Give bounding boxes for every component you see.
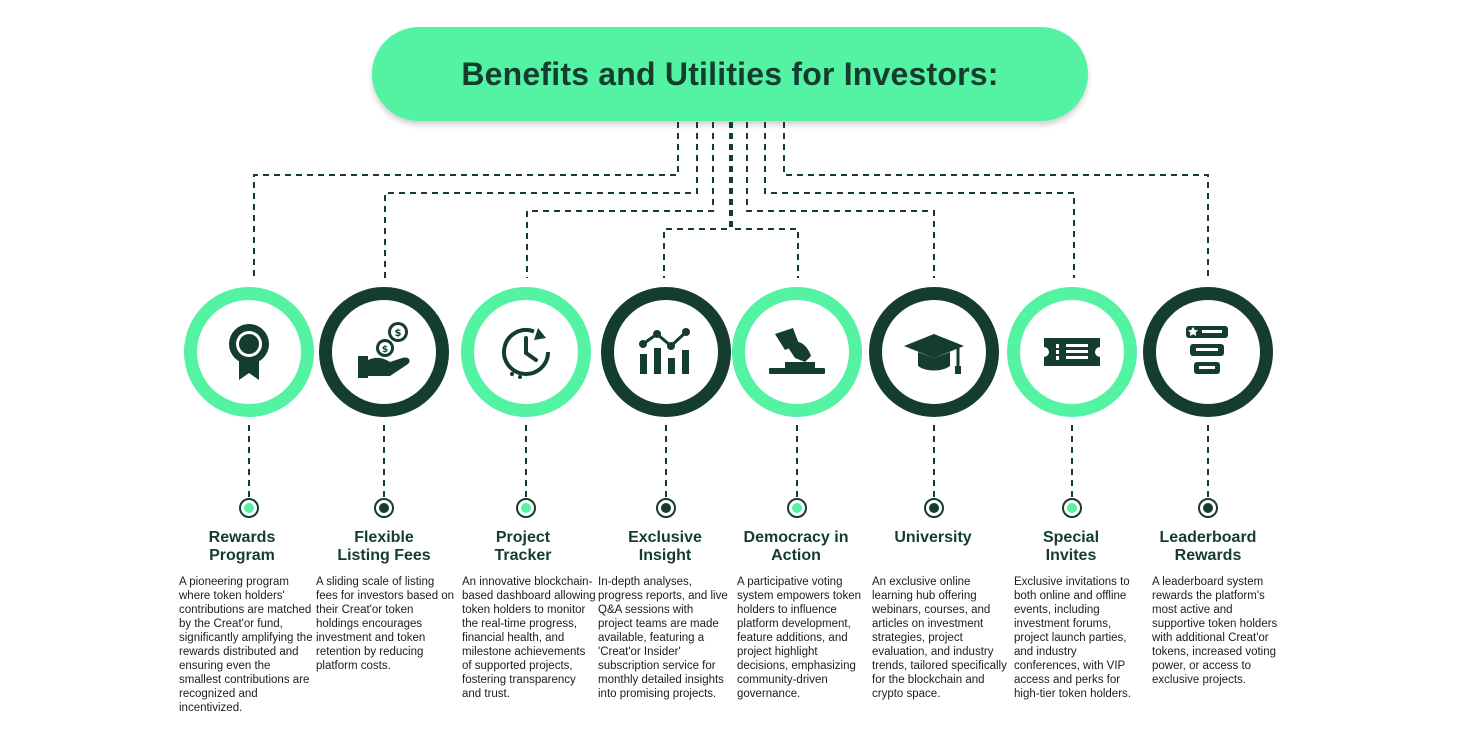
title-exclusive-insight: Exclusive Insight xyxy=(590,529,740,565)
connector-project-tracker xyxy=(526,122,714,278)
description-special-invites: Exclusive invitations to both online and… xyxy=(1014,576,1131,700)
dot-flexible-listing-fees xyxy=(374,498,394,518)
title-line: University xyxy=(894,529,972,546)
ring-democracy-in-action xyxy=(732,287,862,417)
ring-flexible-listing-fees: $ $ xyxy=(319,287,449,417)
title-line: Action xyxy=(771,547,821,564)
connector-university xyxy=(746,122,935,278)
title-university: University xyxy=(858,529,1008,547)
title-rewards-program: Rewards Program xyxy=(167,529,317,565)
ballot-vote-icon xyxy=(769,328,825,374)
dot-leaderboard-rewards xyxy=(1198,498,1218,518)
hand-coins-icon: $ $ xyxy=(358,322,410,378)
dot-special-invites xyxy=(1062,498,1082,518)
title-line: Project xyxy=(495,529,551,546)
dot-democracy-in-action xyxy=(787,498,807,518)
connector-rewards-program xyxy=(253,122,679,278)
dot-university xyxy=(924,498,944,518)
banner: Benefits and Utilities for Investors: xyxy=(372,27,1088,121)
title-line: Tracker xyxy=(494,547,552,564)
title-democracy-in-action: Democracy in Action xyxy=(721,529,871,565)
title-line: Leaderboard xyxy=(1159,529,1257,546)
ring-project-tracker xyxy=(461,287,591,417)
clock-history-icon xyxy=(502,328,550,379)
dot-rewards-program xyxy=(239,498,259,518)
ring-special-invites xyxy=(1007,287,1137,417)
ring-exclusive-insight xyxy=(601,287,731,417)
description-university: An exclusive online learning hub offerin… xyxy=(872,576,1007,700)
title-flexible-listing-fees: Flexible Listing Fees xyxy=(309,529,459,565)
connector-special-invites xyxy=(764,122,1075,278)
banner-title: Benefits and Utilities for Investors: xyxy=(461,55,999,92)
title-project-tracker: Project Tracker xyxy=(448,529,598,565)
dot-project-tracker xyxy=(516,498,536,518)
title-line: Special xyxy=(1042,529,1100,546)
title-line: Program xyxy=(209,547,275,564)
connector-flexible-listing-fees xyxy=(384,122,698,278)
dot-exclusive-insight xyxy=(656,498,676,518)
analytics-chart-icon xyxy=(639,328,690,374)
svg-text:$: $ xyxy=(395,328,402,339)
award-ribbon-icon xyxy=(229,324,269,380)
description-leaderboard-rewards: A leaderboard system rewards the platfor… xyxy=(1152,576,1278,686)
ring-leaderboard-rewards xyxy=(1143,287,1273,417)
leaderboard-icon xyxy=(1186,326,1228,374)
title-line: Rewards xyxy=(208,529,276,546)
svg-text:$: $ xyxy=(382,345,388,355)
description-project-tracker: An innovative blockchain-based dashboard… xyxy=(462,576,596,700)
ring-rewards-program xyxy=(184,287,314,417)
description-exclusive-insight: In-depth analyses, progress reports, and… xyxy=(598,576,728,700)
title-line: Invites xyxy=(1045,547,1097,564)
title-leaderboard-rewards: Leaderboard Rewards xyxy=(1133,529,1283,565)
title-line: Listing Fees xyxy=(337,547,431,564)
title-line: Rewards xyxy=(1174,547,1242,564)
ticket-icon xyxy=(1044,338,1100,366)
description-rewards-program: A pioneering program where token holders… xyxy=(179,576,313,714)
title-line: Insight xyxy=(638,547,692,564)
title-line: Flexible xyxy=(354,529,414,546)
title-line: Exclusive xyxy=(628,529,702,546)
description-democracy-in-action: A participative voting system empowers t… xyxy=(737,576,861,700)
graduation-cap-icon xyxy=(904,334,964,374)
description-flexible-listing-fees: A sliding scale of listing fees for inve… xyxy=(316,576,455,672)
title-special-invites: Special Invites xyxy=(996,529,1146,565)
title-line: Democracy in xyxy=(743,529,849,546)
connector-leaderboard-rewards xyxy=(783,122,1209,278)
ring-university xyxy=(869,287,999,417)
